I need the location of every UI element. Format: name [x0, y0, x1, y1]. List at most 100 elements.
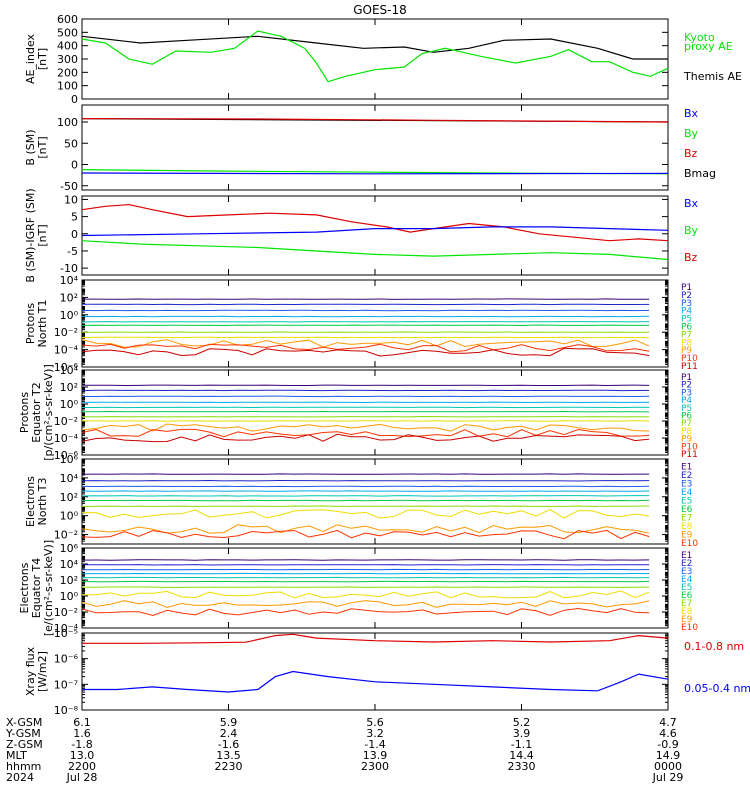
axis-row-label: MLT: [6, 749, 27, 762]
series-line: [81, 226, 669, 237]
channel-legend-label: E10: [681, 539, 698, 549]
channel-line: [81, 495, 650, 497]
panel-pn: 10⁴ 10² 10⁰ 10⁻² 10⁻⁴ 10⁻⁶ Protons North T1 P1P2…: [24, 274, 698, 374]
y-axis-label: Electrons: [24, 476, 37, 527]
panel-ee: 10⁶ 10⁴ 10² 10⁰ 10⁻² 10⁻⁴ Electrons Equator T4[…: [18, 540, 698, 636]
channel-legend-label: E5: [681, 583, 692, 593]
y-axis-label: Xray flux: [24, 646, 37, 696]
channel-line: [82, 395, 650, 398]
y-tick-label: 10⁶: [60, 542, 79, 555]
series-line: [81, 240, 669, 261]
panel-bd: -10 -5 0 5 10 B (SM)-IGRF (SM) [nT] Bx By Bz: [24, 188, 699, 282]
y-tick-label: 10⁰: [60, 590, 79, 603]
channel-line: [81, 428, 650, 438]
channel-legend-label: P9: [681, 435, 692, 445]
y-tick-label: 10²: [60, 574, 78, 587]
channel-legend-label: P5: [681, 404, 692, 414]
y-tick-label: 10⁻²: [54, 326, 78, 339]
legend-label: Bx: [684, 107, 699, 120]
channel-legend-label: P6: [681, 412, 692, 422]
panel-frame: [81, 632, 669, 711]
axis-table-value: 0000: [654, 760, 682, 773]
y-tick-label: 10⁻²: [54, 606, 78, 619]
axis-table-value: 2.4: [220, 727, 238, 740]
channel-legend-label: P1: [681, 373, 692, 383]
axis-table-value: 14.9: [656, 749, 681, 762]
axis-table-value: 13.5: [216, 749, 241, 762]
channel-legend-label: P9: [681, 346, 692, 356]
axis-table-value: -1.6: [218, 738, 239, 751]
panel-b: -50 0 50 100 B (SM) [nT] Bx By Bz Bmag: [24, 104, 716, 193]
y-tick-label: 100: [57, 80, 78, 93]
channel-legend-label: E6: [681, 505, 693, 515]
y-tick-label: 10⁻⁴: [54, 344, 79, 357]
axis-row-label: 2024: [6, 771, 34, 784]
channel-legend-label: E7: [681, 513, 692, 523]
channel-line: [81, 529, 650, 540]
channel-line: [82, 590, 650, 599]
y-tick-label: -5: [67, 245, 78, 258]
channel-line: [81, 607, 650, 617]
series-line: [81, 172, 669, 175]
channel-legend-label: E9: [681, 530, 693, 540]
channel-legend-label: E8: [681, 522, 693, 532]
axis-table-value: -0.9: [657, 738, 678, 751]
y-tick-label: 10⁰: [60, 510, 79, 523]
y-tick-label: 10²: [60, 381, 78, 394]
y-axis-label: [e/(cm²-s-sr-keV)]: [42, 540, 55, 636]
y-axis-label: [nT]: [36, 136, 49, 158]
axis-table-value: -1.1: [511, 738, 532, 751]
channel-legend-label: E1: [681, 462, 692, 472]
panel-xr: 10⁻⁵ 10⁻⁶ 10⁻⁷ 10⁻⁸ Xray flux [W/m2] 0.1-0.8 n…: [24, 627, 750, 717]
channel-legend-label: E6: [681, 591, 693, 601]
y-tick-label: 0: [71, 93, 78, 106]
legend-label: Themis AE: [683, 70, 742, 83]
y-axis-label: Equator T4: [30, 558, 43, 618]
channel-legend-label: P4: [681, 307, 692, 317]
channel-line: [81, 524, 650, 534]
y-tick-label: 0: [71, 159, 78, 172]
y-tick-label: -10: [60, 262, 78, 275]
axis-table-value: -1.8: [71, 738, 92, 751]
panel-frame: [81, 104, 669, 191]
channel-legend-label: E1: [681, 551, 692, 561]
y-axis-label: [W/m2]: [36, 651, 49, 692]
panel-frame: [81, 369, 669, 456]
axis-table-value: 2230: [215, 760, 243, 773]
y-tick-label: 100: [57, 116, 78, 129]
channel-legend-label: P4: [681, 396, 692, 406]
axis-table-value: 13.0: [70, 749, 95, 762]
y-tick-label: 10⁻⁴: [54, 622, 79, 635]
channel-legend-label: E7: [681, 599, 692, 609]
y-tick-label: 10⁻⁵: [54, 627, 78, 640]
channel-line: [82, 509, 650, 519]
y-tick-label: 10⁻⁶: [54, 449, 79, 462]
y-tick-label: 0: [71, 228, 78, 241]
legend-label: Kyoto: [684, 31, 715, 44]
channel-legend-label: E2: [681, 471, 692, 481]
y-axis-label: North T3: [36, 478, 49, 526]
axis-table-value: 4.6: [659, 727, 677, 740]
plot-title: GOES-18: [353, 3, 407, 17]
y-tick-label: 10²: [60, 491, 78, 504]
legend-label: proxy AE: [684, 40, 733, 53]
axis-table-value: 4.7: [659, 716, 677, 729]
channel-legend-label: P11: [681, 362, 698, 372]
channel-line: [82, 298, 650, 300]
channel-legend-label: E9: [681, 615, 693, 625]
axis-table-value: 5.6: [366, 716, 384, 729]
y-tick-label: 200: [57, 66, 78, 79]
y-tick-label: 10⁴: [60, 558, 79, 571]
axis-row-label: hhmm: [6, 760, 41, 773]
y-tick-label: 10⁻⁸: [54, 704, 79, 717]
channel-legend-label: P2: [681, 381, 692, 391]
y-tick-label: 10⁻²: [54, 415, 78, 428]
y-tick-label: 50: [64, 137, 78, 150]
channel-line: [81, 433, 650, 443]
y-tick-label: 10⁻⁴: [54, 432, 79, 445]
y-axis-label: Electrons: [18, 562, 31, 613]
axis-table-value: 14.4: [509, 749, 534, 762]
axis-row-label: X-GSM: [6, 716, 42, 729]
